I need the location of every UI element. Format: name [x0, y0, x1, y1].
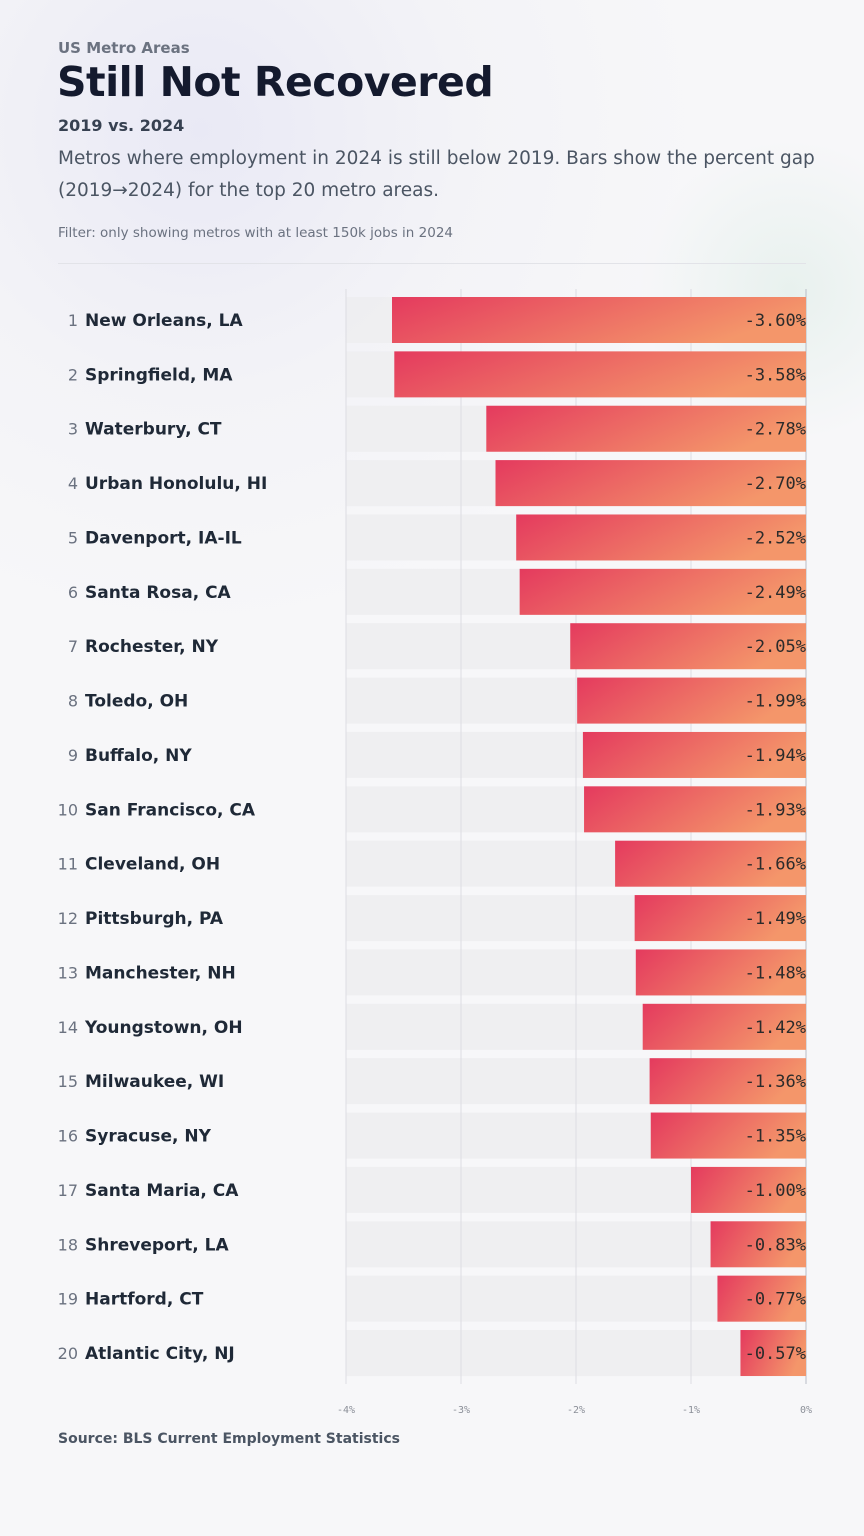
- rank-label: 17: [58, 1181, 78, 1200]
- category-label: Milwaukee, WI: [85, 1072, 224, 1092]
- category-label: Manchester, NH: [85, 963, 236, 983]
- category-label: Youngstown, OH: [84, 1018, 243, 1038]
- bar: [635, 949, 806, 996]
- category-label: Toledo, OH: [85, 692, 188, 712]
- bar: [642, 1003, 806, 1050]
- category-label: Waterbury, CT: [85, 420, 222, 440]
- value-label: -1.66%: [745, 855, 806, 875]
- rank-label: 10: [58, 800, 78, 819]
- value-label: -2.70%: [745, 474, 806, 494]
- rank-label: 13: [58, 963, 78, 982]
- bar: [740, 1330, 806, 1377]
- rank-label: 1: [68, 311, 78, 330]
- value-label: -0.83%: [745, 1235, 806, 1255]
- value-label: -2.05%: [745, 637, 806, 657]
- value-label: -1.49%: [745, 909, 806, 929]
- category-label: Shreveport, LA: [85, 1235, 229, 1255]
- bar: [717, 1275, 806, 1322]
- rank-label: 7: [68, 637, 78, 656]
- rank-label: 3: [68, 420, 78, 439]
- rank-label: 2: [68, 365, 78, 384]
- rank-label: 8: [68, 692, 78, 711]
- bar: [570, 623, 806, 670]
- bar: [584, 786, 806, 833]
- category-label: New Orleans, LA: [85, 311, 243, 331]
- category-label: Springfield, MA: [85, 365, 233, 385]
- rank-label: 15: [58, 1072, 78, 1091]
- rank-label: 11: [58, 855, 78, 874]
- category-label: Buffalo, NY: [85, 746, 192, 766]
- chart-title: Still Not Recovered: [57, 58, 494, 106]
- rank-label: 18: [58, 1235, 78, 1254]
- rank-label: 12: [58, 909, 78, 928]
- x-tick-label: -1%: [682, 1405, 700, 1416]
- bar: [710, 1221, 806, 1268]
- value-label: -0.57%: [745, 1344, 806, 1364]
- category-label: Davenport, IA-IL: [85, 528, 242, 548]
- chart-subtitle: 2019 vs. 2024: [58, 116, 185, 135]
- divider: [58, 263, 806, 264]
- bar: [634, 895, 806, 942]
- rank-label: 20: [58, 1344, 78, 1363]
- rank-label: 9: [68, 746, 78, 765]
- x-tick-label: -2%: [567, 1405, 585, 1416]
- value-label: -1.00%: [745, 1181, 806, 1201]
- x-tick-label: 0%: [800, 1405, 812, 1416]
- value-label: -1.48%: [745, 963, 806, 983]
- category-label: Santa Rosa, CA: [85, 583, 232, 603]
- bar: [650, 1112, 806, 1159]
- value-label: -3.60%: [745, 311, 806, 331]
- value-label: -2.49%: [745, 583, 806, 603]
- bar: [577, 677, 806, 724]
- bar: [486, 405, 806, 452]
- bar: [519, 568, 806, 615]
- bar: [691, 1166, 806, 1213]
- rank-label: 16: [58, 1127, 78, 1146]
- value-label: -3.58%: [745, 365, 806, 385]
- value-label: -1.99%: [745, 692, 806, 712]
- value-label: -1.42%: [745, 1018, 806, 1038]
- bar: [649, 1058, 806, 1105]
- rank-label: 5: [68, 528, 78, 547]
- bar: [615, 840, 806, 887]
- value-label: -1.36%: [745, 1072, 806, 1092]
- rank-label: 4: [68, 474, 78, 493]
- chart-description: Metros where employment in 2024 is still…: [58, 148, 815, 201]
- category-label: Cleveland, OH: [85, 855, 220, 875]
- bar: [495, 460, 806, 507]
- value-label: -1.35%: [745, 1127, 806, 1147]
- value-label: -1.94%: [745, 746, 806, 766]
- rank-label: 6: [68, 583, 78, 602]
- value-label: -2.78%: [745, 420, 806, 440]
- value-label: -0.77%: [745, 1290, 806, 1310]
- x-tick-label: -4%: [337, 1405, 355, 1416]
- category-label: Pittsburgh, PA: [85, 909, 224, 929]
- category-label: Urban Honolulu, HI: [85, 474, 267, 494]
- category-label: Santa Maria, CA: [85, 1181, 239, 1201]
- bar: [582, 731, 806, 778]
- value-label: -2.52%: [745, 528, 806, 548]
- bar: [392, 297, 806, 343]
- source-note: Source: BLS Current Employment Statistic…: [58, 1431, 400, 1447]
- category-label: San Francisco, CA: [85, 800, 256, 820]
- value-label: -1.93%: [745, 800, 806, 820]
- category-label: Rochester, NY: [85, 637, 219, 657]
- filter-note: Filter: only showing metros with at leas…: [58, 225, 454, 241]
- bar: [394, 351, 806, 398]
- rank-label: 19: [58, 1290, 78, 1309]
- category-label: Hartford, CT: [85, 1290, 204, 1310]
- bar: [516, 514, 806, 561]
- kicker: US Metro Areas: [58, 39, 190, 57]
- x-tick-label: -3%: [452, 1405, 470, 1416]
- category-label: Atlantic City, NJ: [85, 1344, 235, 1364]
- category-label: Syracuse, NY: [85, 1127, 212, 1147]
- rank-label: 14: [58, 1018, 78, 1037]
